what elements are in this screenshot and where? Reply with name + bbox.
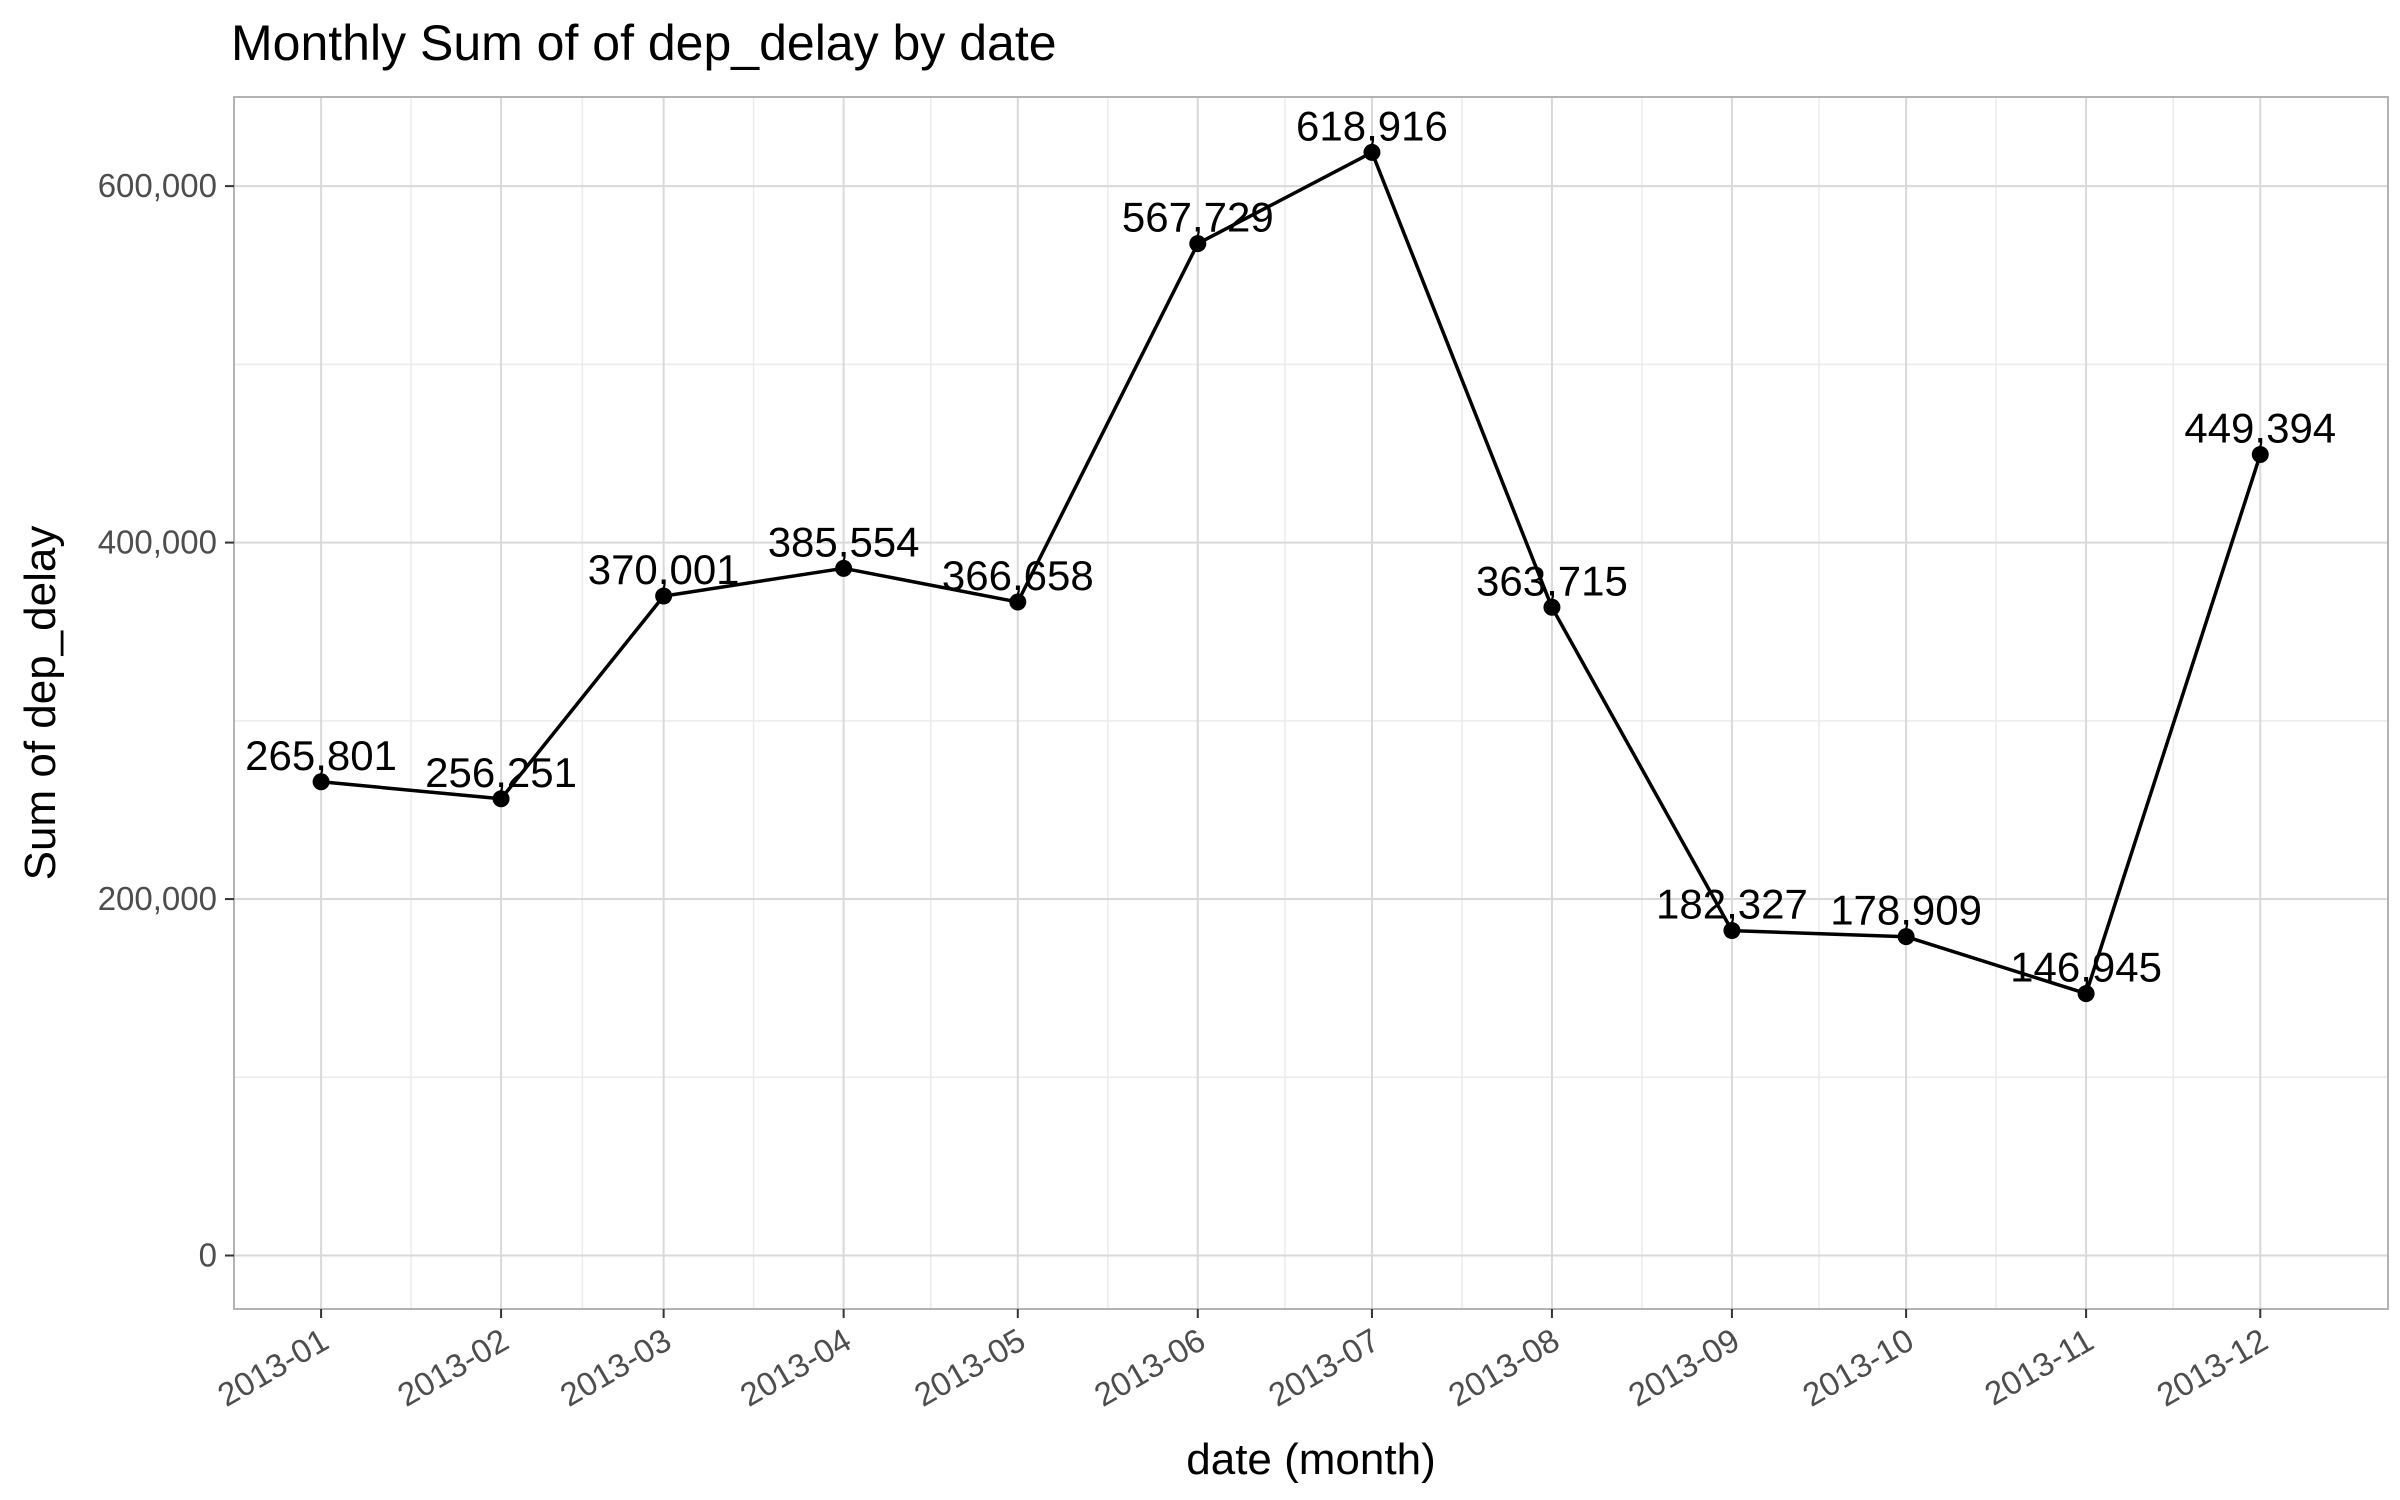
x-tick-label: 2013-03 <box>554 1321 677 1414</box>
x-tick-label: 2013-04 <box>734 1321 857 1414</box>
x-tick-label: 2013-12 <box>2150 1321 2273 1414</box>
data-label: 182,327 <box>1656 881 1808 928</box>
data-point <box>1897 928 1915 946</box>
panel-border <box>233 96 2389 1310</box>
data-point <box>1543 598 1561 616</box>
data-label: 366,658 <box>942 552 1094 599</box>
data-point <box>1723 922 1741 940</box>
y-tick-label: 200,000 <box>98 880 217 917</box>
data-label: 567,729 <box>1122 194 1274 241</box>
data-label: 385,554 <box>768 518 920 565</box>
y-tick-label: 400,000 <box>98 524 217 561</box>
data-labels: 265,801 256,251 370,001 385,554 366,658 567,7… <box>245 102 2336 990</box>
x-tick-label: 2013-07 <box>1262 1321 1385 1414</box>
grid <box>234 97 2388 1309</box>
data-point <box>1363 143 1381 161</box>
data-label: 363,715 <box>1476 557 1628 604</box>
data-point <box>312 773 330 791</box>
x-tick-label: 2013-09 <box>1622 1321 1745 1414</box>
data-label: 449,394 <box>2184 405 2336 452</box>
data-point <box>2251 446 2269 464</box>
series-points <box>312 143 2269 1003</box>
data-label: 178,909 <box>1830 887 1982 934</box>
x-tick-label: 2013-05 <box>908 1321 1031 1414</box>
x-tick-label: 2013-11 <box>1978 1321 2099 1412</box>
x-tick-label: 2013-02 <box>391 1321 514 1414</box>
data-point <box>835 559 853 577</box>
x-tick-label: 2013-01 <box>211 1321 334 1414</box>
data-point <box>655 587 673 605</box>
data-label: 256,251 <box>425 749 577 796</box>
x-axis-title: date (month) <box>1186 1435 1435 1484</box>
data-point <box>2077 985 2095 1003</box>
data-label: 146,945 <box>2010 944 2162 991</box>
data-point <box>1009 593 1027 611</box>
x-tick-label: 2013-10 <box>1796 1321 1919 1414</box>
data-label: 618,916 <box>1296 102 1448 149</box>
x-axis: 2013-01 2013-02 2013-03 2013-04 2013-05 2013-… <box>211 1309 2274 1414</box>
data-label: 265,801 <box>245 732 397 779</box>
series-line <box>320 150 2262 996</box>
y-tick-label: 600,000 <box>98 167 217 204</box>
x-tick-label: 2013-08 <box>1442 1321 1565 1414</box>
series-path <box>320 150 2262 996</box>
data-point <box>1189 235 1207 253</box>
data-label: 370,001 <box>588 546 740 593</box>
y-axis: 0 200,000 400,000 600,000 <box>98 167 234 1274</box>
y-tick-label: 0 <box>199 1237 217 1274</box>
x-tick-label: 2013-06 <box>1088 1321 1211 1414</box>
y-axis-title: Sum of dep_delay <box>16 526 65 881</box>
data-point <box>492 790 510 808</box>
chart-title: Monthly Sum of of dep_delay by date <box>231 15 1057 71</box>
